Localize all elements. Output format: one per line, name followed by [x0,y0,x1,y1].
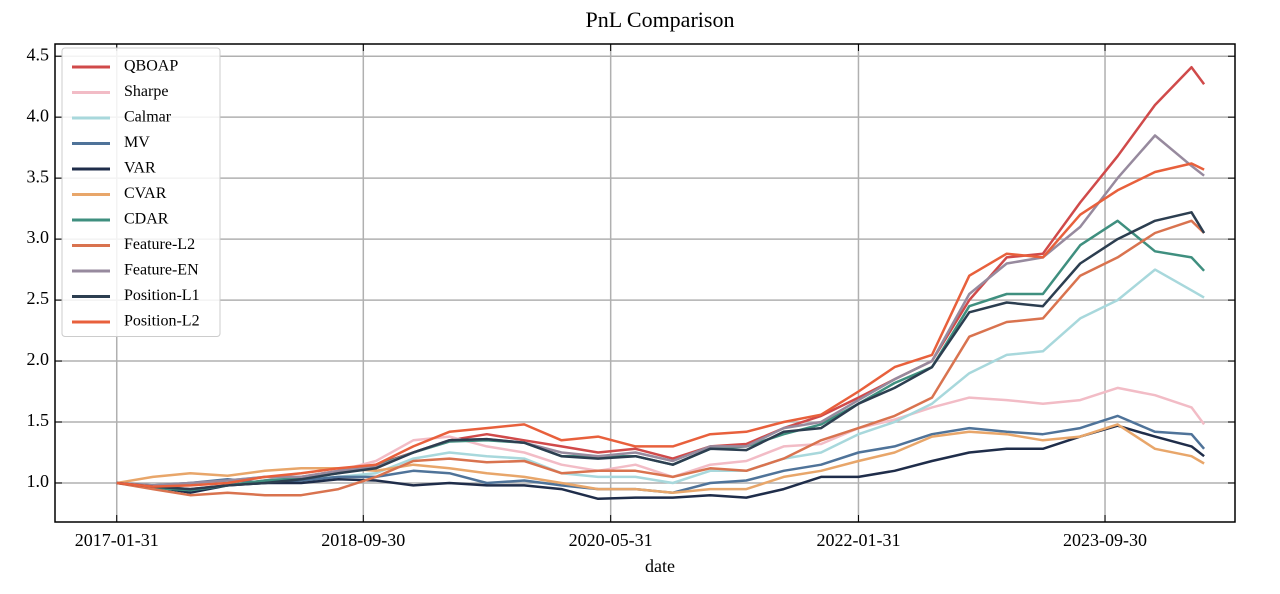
x-tick-label: 2022-01-31 [816,530,900,550]
legend-box [61,47,221,337]
y-tick-label: 2.5 [27,288,50,308]
y-tick-label: 4.0 [27,105,50,125]
x-tick-label: 2017-01-31 [75,530,159,550]
series-line [116,268,1205,487]
series-line [116,211,1206,491]
chart-title: PnL Comparison [586,7,735,32]
y-tick-label: 3.0 [27,227,50,247]
legend-label: QBOAP [124,58,178,75]
x-tick-label: 2018-09-30 [321,530,405,550]
y-tick-label: 4.5 [27,44,50,64]
legend-label: Sharpe [124,83,168,100]
series-line [116,219,1205,497]
y-tick-label: 3.5 [27,166,50,186]
legend-label: Feature-L2 [124,236,195,253]
y-tick-label: 1.5 [27,410,50,430]
y-tick-label: 1.0 [27,471,50,491]
x-axis-label: date [645,556,675,576]
x-tick-label: 2020-05-31 [569,530,653,550]
y-tick-label: 2.0 [27,349,50,369]
legend-label: Position-L2 [124,313,200,330]
series-line [116,423,1205,494]
legend-label: Calmar [124,109,172,126]
series-line [116,162,1205,488]
plot-frame [54,43,1236,523]
legend-label: CVAR [124,185,167,202]
legend-label: Position-L1 [124,287,200,304]
series-line [116,65,1206,491]
legend-label: Feature-EN [124,262,199,279]
legend-label: VAR [124,160,156,177]
legend-label: CDAR [124,211,169,228]
series-line [116,424,1205,501]
x-tick-label: 2023-09-30 [1063,530,1147,550]
legend-label: MV [124,134,150,151]
